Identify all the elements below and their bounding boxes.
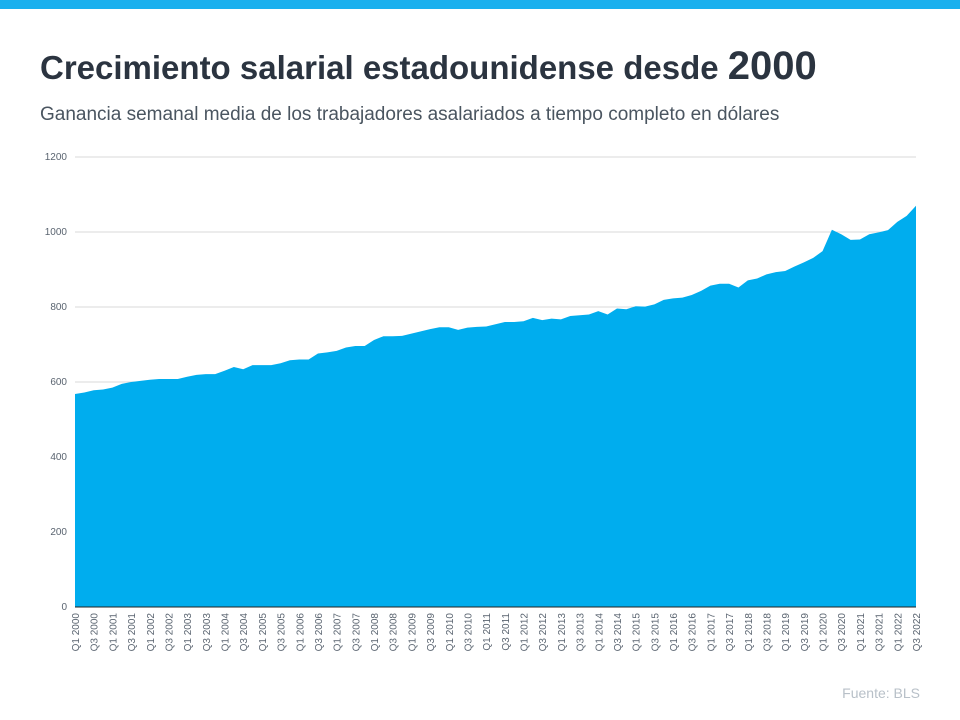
x-tick-label: Q3 2006 xyxy=(314,613,325,652)
x-tick-label: Q3 2017 xyxy=(725,613,736,652)
x-tick-label: Q1 2006 xyxy=(295,613,306,652)
x-tick-label: Q1 2009 xyxy=(407,613,418,652)
x-tick-label: Q1 2001 xyxy=(108,613,119,652)
x-tick-label: Q1 2022 xyxy=(893,613,904,652)
y-tick-label: 1000 xyxy=(45,227,68,238)
x-tick-label: Q3 2003 xyxy=(202,613,213,652)
x-tick-label: Q3 2020 xyxy=(837,613,848,652)
x-tick-label: Q3 2013 xyxy=(576,613,587,652)
x-tick-label: Q3 2022 xyxy=(912,613,923,652)
wage-area-series xyxy=(75,205,916,607)
x-tick-label: Q3 2009 xyxy=(426,613,437,652)
x-tick-label: Q1 2002 xyxy=(146,613,157,652)
x-tick-label: Q1 2000 xyxy=(71,613,82,652)
x-tick-label: Q3 2016 xyxy=(688,613,699,652)
x-tick-label: Q1 2010 xyxy=(445,613,456,652)
x-tick-label: Q1 2021 xyxy=(856,613,867,652)
top-accent-bar xyxy=(0,0,960,9)
x-tick-label: Q3 2002 xyxy=(164,613,175,652)
x-tick-label: Q1 2015 xyxy=(632,613,643,652)
x-tick-label: Q3 2015 xyxy=(650,613,661,652)
x-tick-label: Q3 2010 xyxy=(463,613,474,652)
x-tick-label: Q1 2008 xyxy=(370,613,381,652)
x-tick-label: Q3 2012 xyxy=(538,613,549,652)
x-tick-label: Q3 2018 xyxy=(762,613,773,652)
x-tick-label: Q1 2017 xyxy=(706,613,717,652)
x-tick-label: Q1 2019 xyxy=(781,613,792,652)
x-tick-label: Q1 2007 xyxy=(333,613,344,652)
x-tick-label: Q3 2004 xyxy=(239,613,250,652)
y-tick-label: 800 xyxy=(50,302,67,313)
page-subtitle: Ganancia semanal media de los trabajador… xyxy=(40,104,780,125)
x-tick-label: Q3 2007 xyxy=(351,613,362,652)
x-tick-label: Q3 2019 xyxy=(800,613,811,652)
x-tick-label: Q3 2005 xyxy=(277,613,288,652)
x-tick-label: Q3 2014 xyxy=(613,613,624,652)
y-tick-label: 200 xyxy=(50,527,67,538)
x-tick-label: Q1 2004 xyxy=(221,613,232,652)
y-tick-label: 1200 xyxy=(45,152,68,163)
x-tick-label: Q1 2016 xyxy=(669,613,680,652)
x-tick-label: Q3 2000 xyxy=(90,613,101,652)
x-tick-label: Q1 2018 xyxy=(744,613,755,652)
y-tick-label: 0 xyxy=(61,602,67,613)
x-tick-label: Q3 2001 xyxy=(127,613,138,652)
x-tick-label: Q1 2020 xyxy=(819,613,830,652)
x-tick-label: Q1 2005 xyxy=(258,613,269,652)
y-tick-label: 600 xyxy=(50,377,67,388)
x-tick-label: Q1 2012 xyxy=(520,613,531,652)
page-title: Crecimiento salarial estadounidense desd… xyxy=(40,44,817,88)
x-tick-label: Q1 2014 xyxy=(594,613,605,652)
x-tick-label: Q1 2013 xyxy=(557,613,568,652)
source-note: Fuente: BLS xyxy=(842,685,920,701)
x-tick-label: Q3 2021 xyxy=(875,613,886,652)
y-tick-label: 400 xyxy=(50,452,67,463)
x-tick-label: Q1 2003 xyxy=(183,613,194,652)
x-tick-label: Q3 2011 xyxy=(501,613,512,651)
x-tick-label: Q3 2008 xyxy=(389,613,400,652)
x-tick-label: Q1 2011 xyxy=(482,613,493,651)
